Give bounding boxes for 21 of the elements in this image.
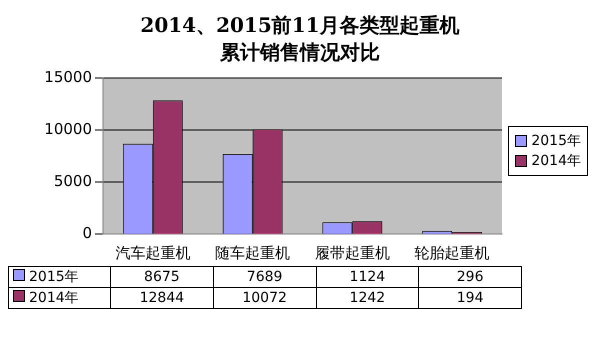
data-label: 7689: [213, 266, 316, 288]
text: 2015年: [531, 133, 581, 149]
data-label: 1242: [316, 288, 419, 308]
y-tick-label: 5000: [54, 172, 92, 190]
data-label: 1124: [316, 266, 419, 288]
y-tick-label: 0: [82, 224, 92, 242]
x-tick-label: 履带起重机: [314, 244, 390, 262]
x-tick-label: 汽车起重机: [115, 244, 190, 262]
data-label: 10072: [213, 288, 316, 308]
data-label: 194: [418, 288, 522, 308]
data-label: 296: [418, 266, 522, 288]
y-tick-label: 15000: [44, 68, 92, 86]
legend-label: 2015年: [29, 269, 79, 285]
data-label: 8675: [110, 266, 214, 288]
chart-title: 2014、2015前11月各类型起重机累计销售情况对比: [139, 12, 461, 66]
data-label: 12844: [110, 288, 214, 308]
x-tick-label: 随车起重机: [215, 244, 290, 262]
legend-label: 2014年: [531, 152, 581, 170]
x-tick-label: 轮胎起重机: [414, 244, 490, 262]
y-tick-label: 10000: [44, 120, 92, 138]
text: 2014年: [29, 290, 79, 306]
